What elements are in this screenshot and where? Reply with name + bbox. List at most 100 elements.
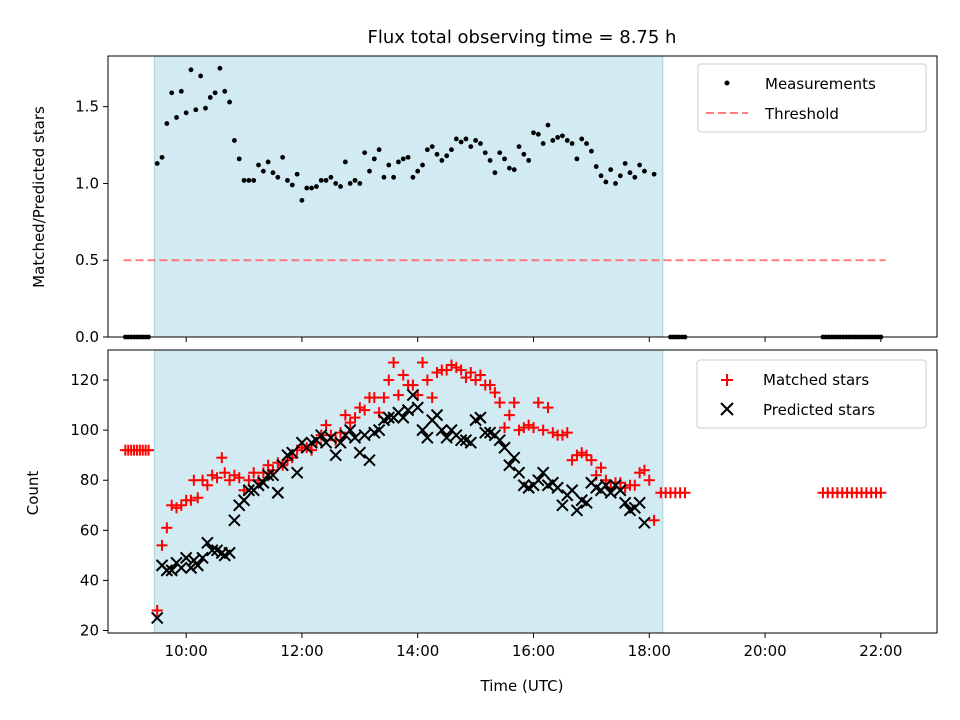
matched-star-point — [388, 357, 400, 369]
measurement-point — [506, 165, 512, 171]
matched-star-point — [532, 397, 544, 409]
matched-star-point — [494, 397, 506, 409]
y-tick-label: 1.5 — [75, 98, 99, 116]
predicted-star-point — [464, 436, 477, 449]
predicted-star-point — [372, 423, 386, 437]
measurement-point — [178, 88, 184, 94]
predicted-star-point — [223, 546, 236, 560]
measurement-point — [622, 161, 628, 166]
matched-star-point — [638, 464, 650, 476]
predicted-star-point — [599, 479, 613, 492]
predicted-star-point — [421, 431, 434, 444]
measurement-point — [391, 174, 396, 180]
matched-star-point — [634, 467, 646, 479]
chart-title: Flux total observing time = 8.75 h — [368, 27, 677, 48]
measurement-point — [574, 156, 580, 162]
measurement-point — [598, 173, 604, 179]
predicted-star-point — [179, 551, 193, 565]
measurement-point — [371, 156, 377, 162]
matched-star-point — [143, 444, 155, 456]
y-tick-label: 100 — [70, 421, 99, 439]
measurement-point — [164, 121, 170, 126]
matched-star-point — [455, 364, 467, 376]
predicted-star-point — [315, 428, 328, 442]
top-x-ticks — [185, 337, 882, 342]
measurement-point — [159, 154, 165, 160]
measurement-point — [198, 73, 204, 79]
legend-threshold-label: Threshold — [764, 105, 839, 123]
matched-star-point — [201, 479, 213, 491]
measurement-point — [318, 177, 324, 183]
y-tick-label: 60 — [80, 521, 99, 539]
predicted-star-point — [580, 496, 593, 509]
matched-star-point — [542, 402, 554, 414]
measurement-point — [227, 99, 232, 105]
matched-star-point — [359, 404, 371, 416]
legend-predicted-label: Predicted stars — [763, 401, 875, 419]
matched-star-point — [197, 474, 209, 486]
measurement-point — [521, 151, 527, 157]
measurement-point — [314, 184, 319, 189]
measurement-point — [338, 184, 343, 189]
measurement-point — [449, 147, 454, 153]
matched-star-point — [547, 427, 559, 439]
predicted-star-point — [228, 514, 241, 527]
matched-star-point — [460, 372, 472, 384]
matched-star-point — [513, 424, 525, 436]
measurement-point — [420, 162, 425, 168]
matched-star-point — [185, 494, 197, 506]
predicted-star-point — [382, 411, 395, 424]
predicted-star-point — [324, 431, 338, 444]
measurement-point — [463, 136, 469, 142]
matched-star-point — [499, 422, 511, 434]
measurement-point — [424, 147, 430, 153]
measurement-point — [342, 159, 348, 165]
matched-star-point — [679, 487, 691, 499]
predicted-star-point — [633, 496, 646, 509]
matched-star-point — [192, 492, 204, 504]
predicted-star-point — [261, 469, 275, 482]
predicted-star-point — [334, 436, 347, 449]
predicted-star-point — [290, 466, 304, 479]
measurement-point — [212, 90, 218, 96]
matched-star-point — [262, 459, 274, 471]
predicted-star-point — [363, 453, 376, 467]
measurement-point — [584, 141, 589, 146]
measurement-point — [487, 158, 493, 163]
matched-star-point — [465, 367, 477, 379]
matched-star-point — [585, 454, 597, 466]
matched-star-point — [537, 424, 549, 436]
matched-star-point — [156, 539, 168, 551]
matched-star-point — [216, 452, 228, 464]
measurement-point — [516, 144, 522, 149]
measurement-point — [637, 162, 643, 168]
measurement-point — [183, 110, 189, 116]
measurement-point — [482, 150, 488, 156]
matched-star-point — [518, 422, 530, 434]
predicted-star-point — [440, 431, 453, 444]
matched-star-point — [595, 462, 607, 474]
measurement-point — [564, 138, 570, 143]
measurement-point — [468, 144, 474, 149]
y-tick-label: 1.0 — [75, 174, 99, 192]
matched-star-point — [320, 419, 332, 431]
matched-star-point — [556, 429, 568, 441]
predicted-star-point — [196, 551, 209, 565]
measurement-point — [444, 153, 450, 159]
matched-star-point — [581, 449, 593, 461]
matched-star-point — [571, 449, 583, 461]
measurement-points — [122, 65, 884, 340]
matched-star-point — [484, 379, 496, 391]
bottom-plot-frame — [107, 349, 938, 634]
measurement-point — [458, 139, 464, 145]
matched-star-point — [233, 472, 245, 484]
measurement-point — [246, 177, 252, 183]
predicted-star-point — [435, 423, 449, 437]
matched-star-point — [175, 499, 187, 511]
legend-matched-label: Matched stars — [763, 371, 869, 389]
matched-star-point — [392, 389, 404, 401]
matched-star-point — [875, 487, 887, 499]
predicted-star-point — [348, 431, 362, 444]
measurement-point — [429, 144, 435, 149]
